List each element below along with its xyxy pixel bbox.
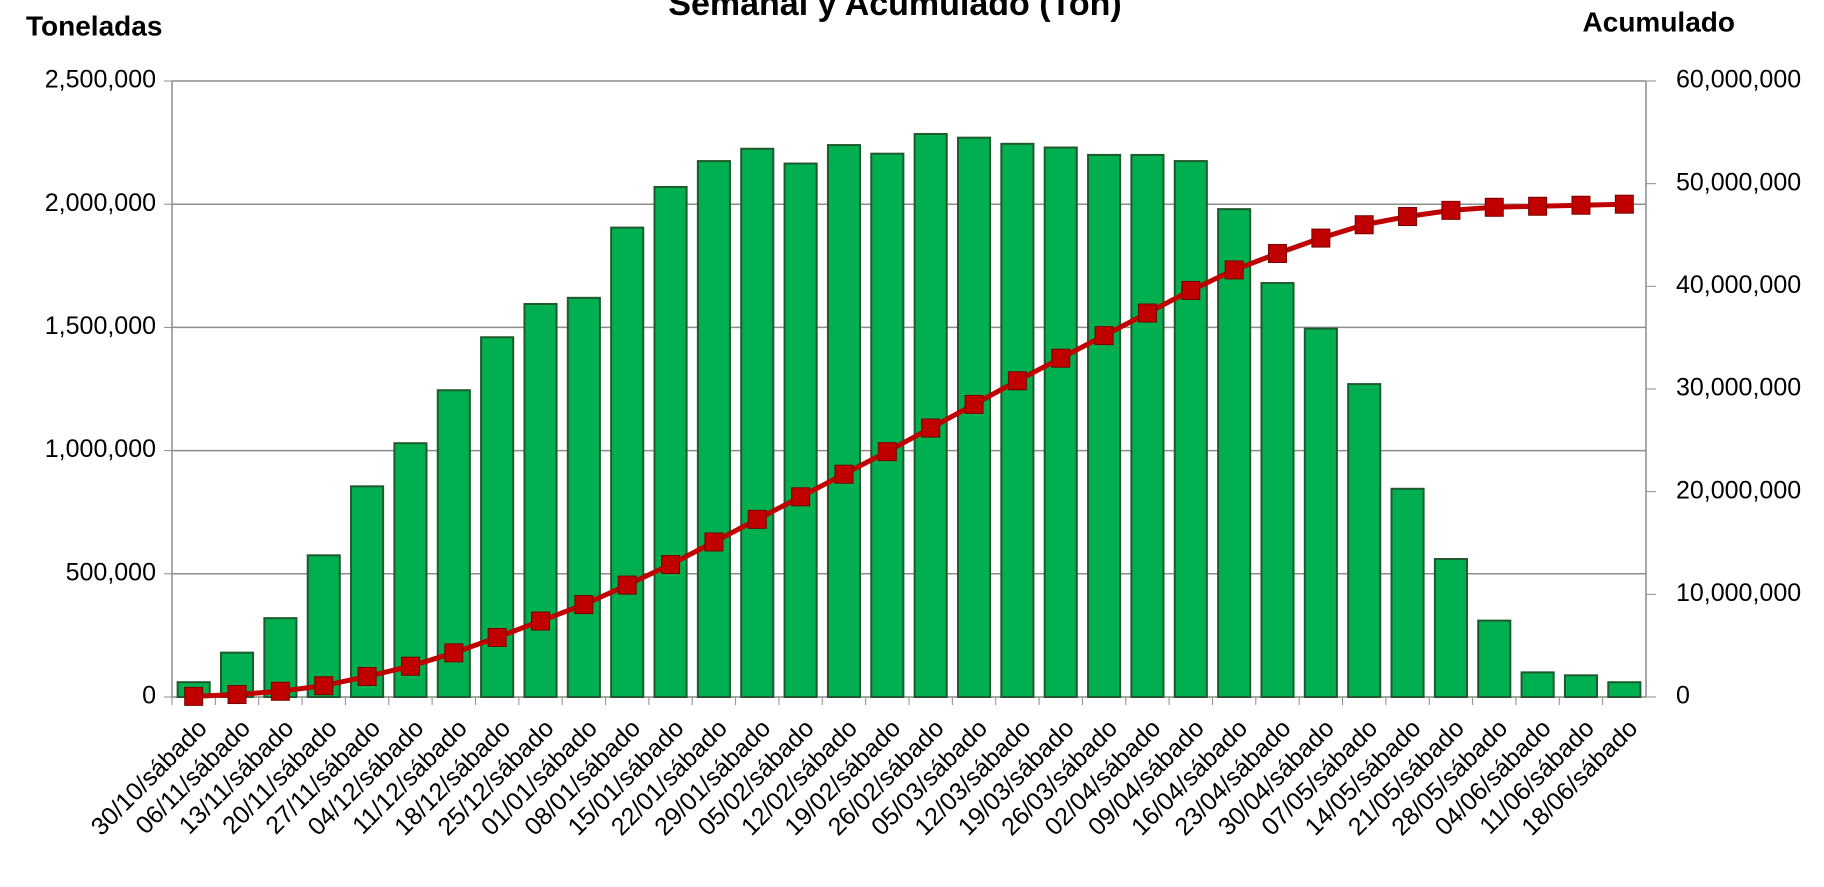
bar [740,147,775,698]
marker [877,442,897,462]
marker [617,575,637,595]
bar [1173,160,1208,698]
marker [314,676,334,696]
y-tick-label: 2,500,000 [45,66,156,94]
marker [1007,371,1027,391]
y-tick-label: 2,000,000 [45,189,156,217]
marker [1484,197,1504,217]
marker [1137,303,1157,323]
marker [1181,280,1201,300]
marker [270,681,290,701]
marker [1094,326,1114,346]
bar [696,160,731,698]
y-axis-label: Toneladas [26,10,162,41]
bar [523,302,558,698]
bar [1563,674,1599,698]
marker [1224,260,1244,280]
y2-tick-label: 10,000,000 [1676,579,1801,607]
marker [1571,195,1591,215]
y2-tick-label: 60,000,000 [1676,66,1801,94]
marker [964,394,984,414]
bar [566,296,601,698]
marker [1051,348,1071,368]
bar [1607,681,1642,699]
bar [653,185,688,698]
y-tick-label: 500,000 [66,558,156,586]
bar [306,554,341,698]
y2-tick-label: 0 [1676,682,1690,710]
bar [826,144,862,698]
bar [1087,153,1122,699]
y-tick-label: 1,500,000 [45,312,156,340]
marker [1441,200,1461,220]
chart-title: Semanal y Acumulado (Ton) [668,0,1121,23]
bar [436,389,471,698]
bar [1433,558,1468,698]
bar [1520,671,1555,698]
bar [913,132,948,698]
bar [1000,142,1035,699]
bar [783,162,818,698]
marker [791,487,811,507]
y-tick-label: 1,000,000 [45,435,156,463]
marker [661,555,681,575]
bar [1303,327,1338,698]
bar [1130,153,1165,699]
marker [400,656,420,676]
y2-tick-label: 30,000,000 [1676,374,1801,402]
marker [1398,207,1418,227]
bar [1347,383,1382,698]
marker [487,627,507,647]
marker [227,685,247,705]
bar [393,442,428,699]
marker [834,464,854,484]
bar [1477,619,1512,699]
bar [870,152,905,699]
marker [444,643,464,663]
bar [350,485,385,698]
marker [1354,215,1374,235]
bar [1390,487,1425,698]
marker [184,686,204,706]
y2-tick-label: 40,000,000 [1676,271,1801,299]
marker [531,611,550,631]
marker [1614,194,1634,214]
bar [1260,282,1295,698]
y2-tick-label: 20,000,000 [1676,476,1801,504]
marker [704,532,724,552]
marker [921,418,941,438]
bar [1043,146,1078,698]
y-tick-label: 0 [142,682,156,710]
marker [1268,243,1287,263]
marker [1311,228,1331,248]
marker [1528,196,1548,216]
bar [610,226,645,698]
bar [1217,208,1252,699]
line [193,201,1625,699]
bar [956,136,992,698]
y2-axis-label: Acumulado [1583,6,1735,37]
y2-tick-label: 50,000,000 [1676,168,1801,196]
marker [357,666,377,686]
marker [574,595,594,615]
marker [747,509,767,529]
